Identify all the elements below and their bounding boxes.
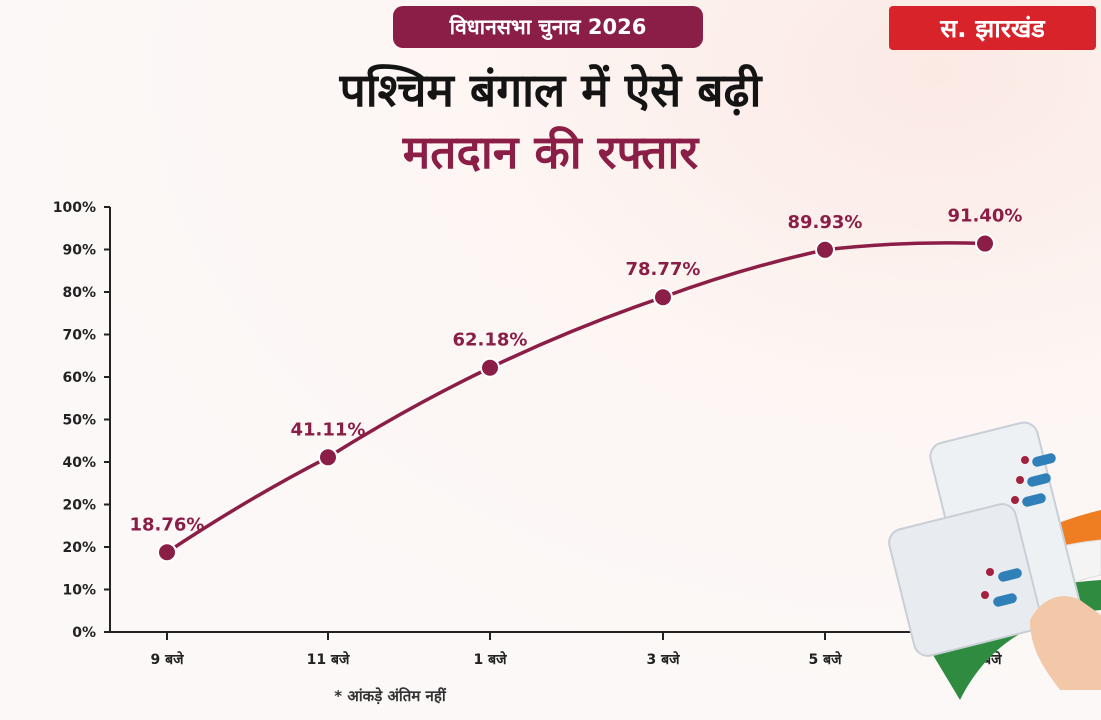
- y-tick-label: 50%: [62, 413, 96, 429]
- data-point: [815, 239, 835, 260]
- y-tick-label: 80%: [62, 285, 96, 301]
- y-tick-label: 100%: [53, 200, 96, 216]
- y-tick-label: 10%: [62, 583, 96, 599]
- data-label: 62.18%: [453, 330, 528, 351]
- x-tick-label: 1 बजे: [474, 651, 508, 668]
- x-tick-label: 9 बजे: [151, 651, 185, 668]
- data-point: [653, 287, 673, 308]
- page-title-line1: पश्चिम बंगाल में ऐसे बढ़ी: [339, 63, 762, 117]
- x-tick-label: 5 बजे: [809, 651, 843, 668]
- x-tick-label: 11 बजे: [307, 651, 350, 668]
- y-tick-label: 40%: [62, 455, 96, 471]
- data-point: [157, 542, 177, 563]
- x-tick-label: 3 बजे: [647, 651, 681, 668]
- page-title-line2: मतदान की रफ्तार: [402, 125, 699, 179]
- data-label: 91.40%: [948, 206, 1023, 227]
- brand-logo: स. झारखंड: [889, 6, 1096, 50]
- evm-illustration: [888, 421, 1101, 700]
- data-point: [318, 447, 338, 468]
- y-tick-label: 70%: [62, 328, 96, 344]
- data-label: 89.93%: [788, 212, 863, 233]
- data-label: 18.76%: [130, 514, 205, 535]
- data-label: 78.77%: [626, 259, 701, 280]
- data-point: [480, 357, 500, 378]
- y-tick-label: 20%: [62, 540, 96, 556]
- y-tick-label: 60%: [62, 370, 96, 386]
- election-badge: विधानसभा चुनाव 2026: [393, 6, 703, 48]
- y-tick-label: 20%: [62, 498, 96, 514]
- data-label: 41.11%: [291, 419, 366, 440]
- y-tick-label: 0%: [72, 625, 96, 641]
- data-point: [975, 233, 995, 254]
- footnote: * आंकड़े अंतिम नहीं: [334, 687, 446, 705]
- y-tick-label: 90%: [62, 243, 96, 259]
- turnout-series-line: [165, 241, 987, 555]
